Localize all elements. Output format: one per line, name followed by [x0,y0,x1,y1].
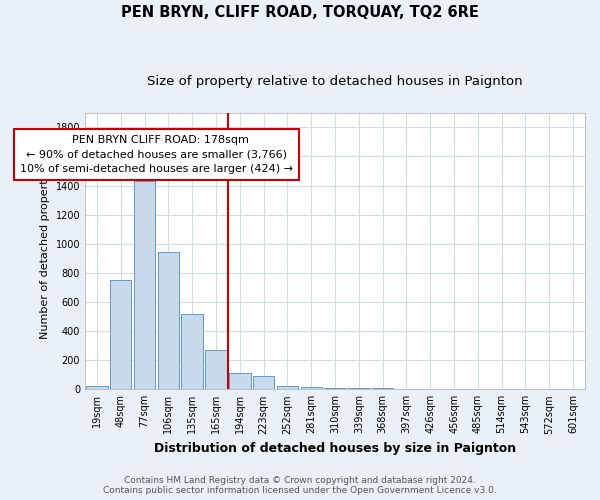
Text: PEN BRYN CLIFF ROAD: 178sqm
← 90% of detached houses are smaller (3,766)
10% of : PEN BRYN CLIFF ROAD: 178sqm ← 90% of det… [20,134,293,174]
Bar [396,388,417,390]
Bar [325,388,346,390]
Text: Contains HM Land Registry data © Crown copyright and database right 2024.
Contai: Contains HM Land Registry data © Crown c… [103,476,497,495]
Bar [229,374,251,390]
Bar [205,350,227,390]
Bar [134,181,155,390]
X-axis label: Distribution of detached houses by size in Paignton: Distribution of detached houses by size … [154,442,516,455]
Bar [348,388,370,390]
Y-axis label: Number of detached properties: Number of detached properties [40,164,50,338]
Bar [277,386,298,390]
Bar [419,388,441,390]
Text: PEN BRYN, CLIFF ROAD, TORQUAY, TQ2 6RE: PEN BRYN, CLIFF ROAD, TORQUAY, TQ2 6RE [121,5,479,20]
Bar [110,280,131,390]
Bar [372,388,394,390]
Bar [253,376,274,390]
Bar [181,314,203,390]
Bar [86,386,107,390]
Title: Size of property relative to detached houses in Paignton: Size of property relative to detached ho… [147,75,523,88]
Bar [301,387,322,390]
Bar [158,252,179,390]
